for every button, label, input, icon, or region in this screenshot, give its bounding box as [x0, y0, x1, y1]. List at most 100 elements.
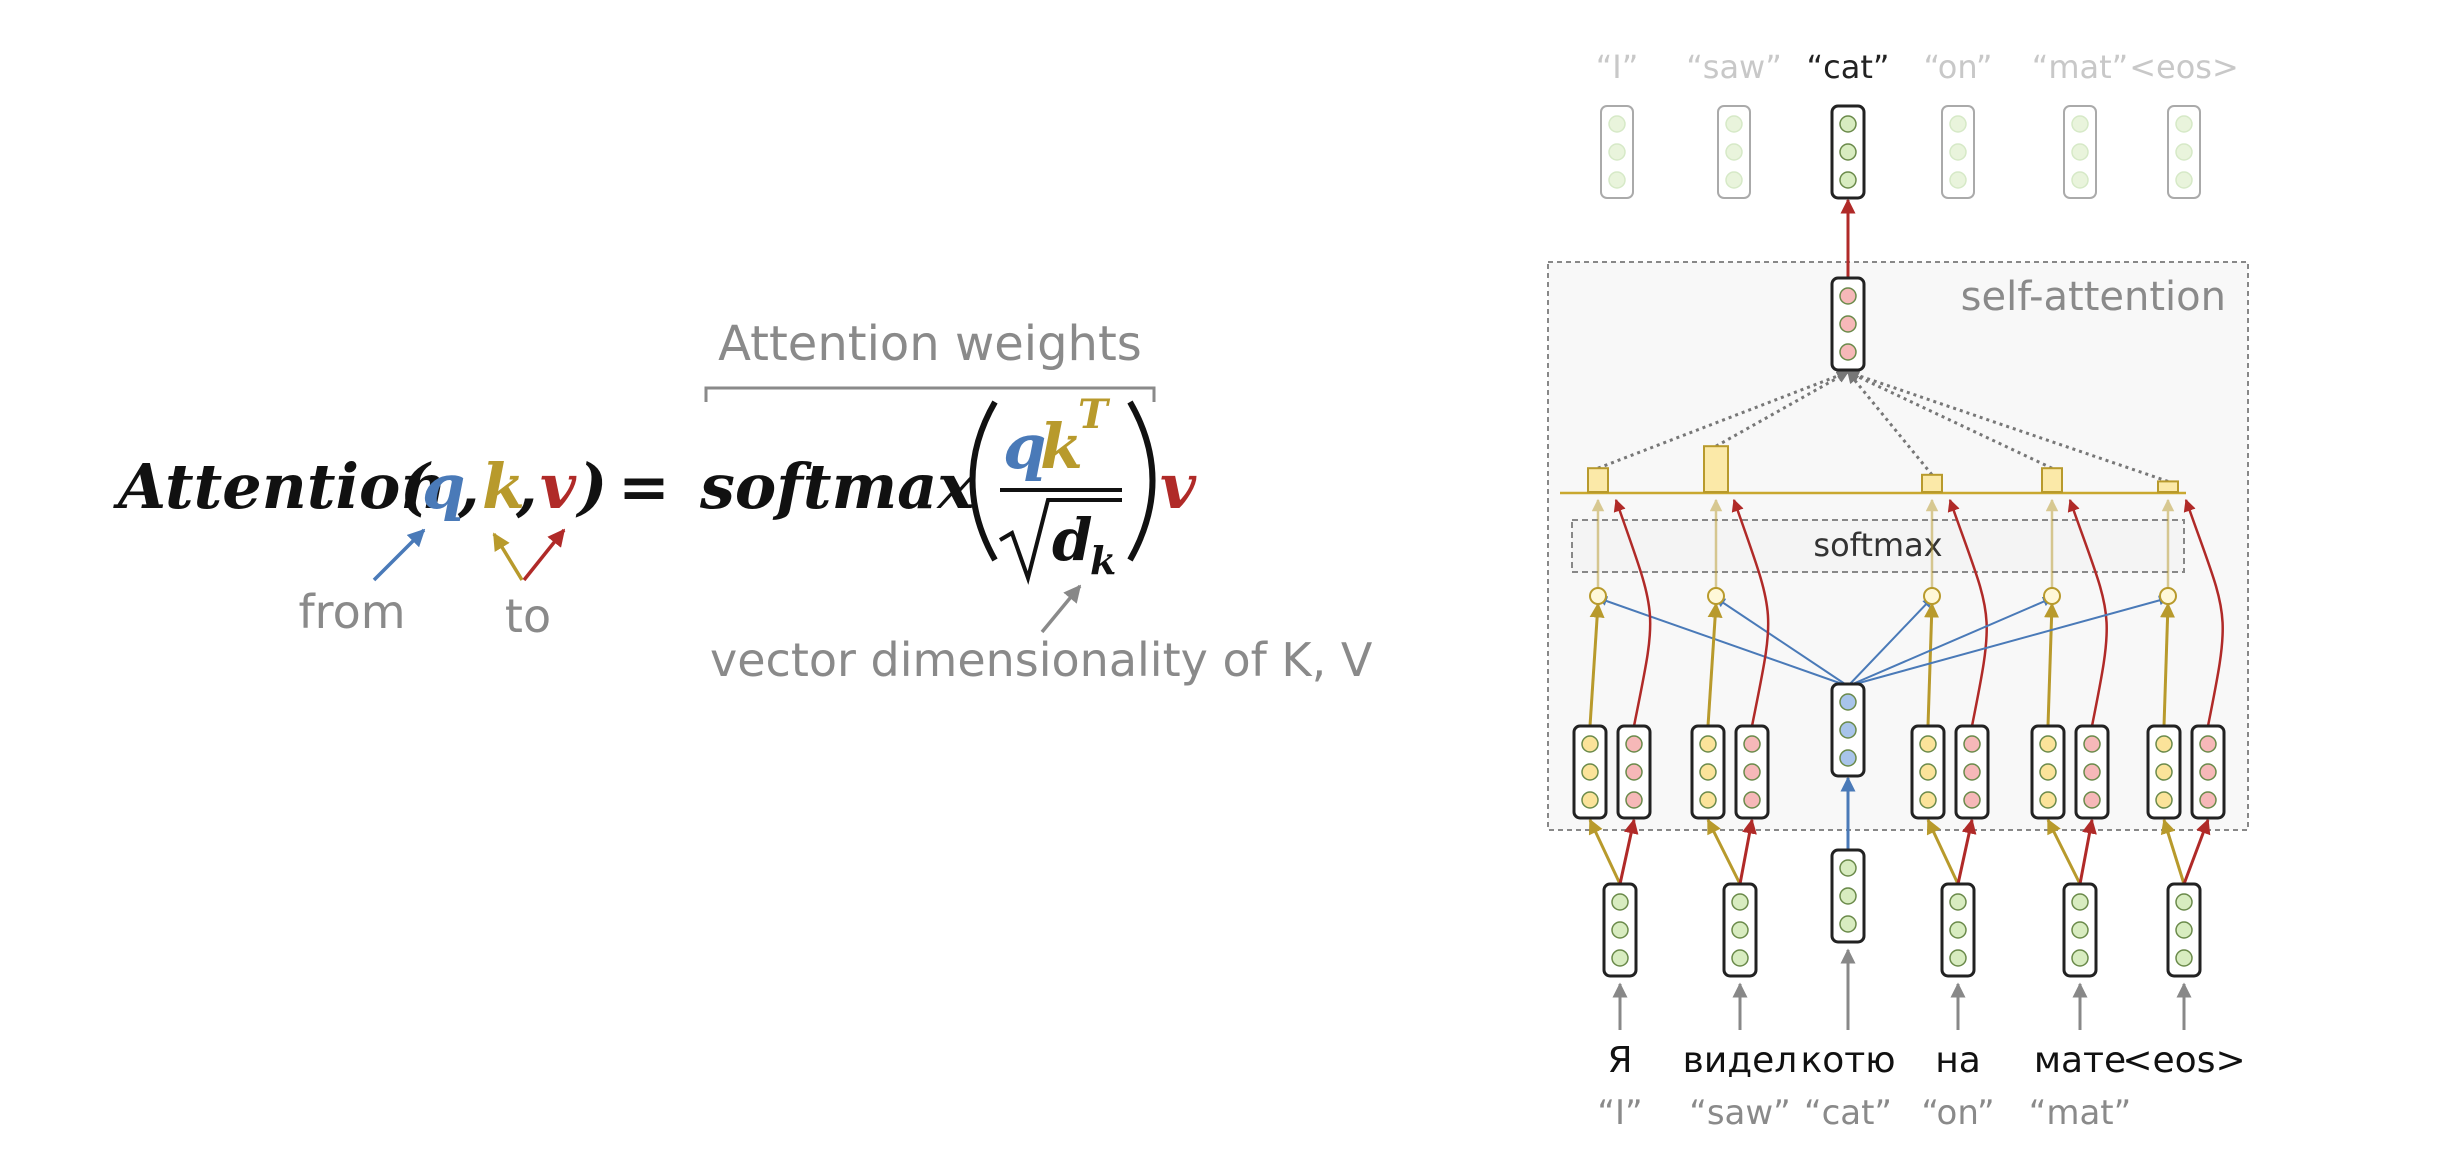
to-key-edge-4	[2046, 818, 2082, 885]
output-token-vector-5-cell	[2175, 143, 2193, 161]
value-vector-0-cell	[1625, 735, 1643, 753]
input-embedding-2-cell	[1839, 887, 1857, 905]
input-embedding-2-cell	[1839, 915, 1857, 933]
query-score-edge-1	[1715, 597, 1849, 687]
input-word-3: на	[1935, 1040, 1981, 1081]
output-token-vector-2	[1830, 104, 1866, 200]
dimensionality-arrow	[1040, 584, 1082, 634]
query-vector-cell	[1839, 721, 1857, 739]
key-vector-3	[1910, 724, 1946, 820]
value-edge-4	[2183, 498, 2224, 727]
attention-formula: Attention ( q , k , v ) = softmax q k T …	[113, 316, 1373, 687]
output-token-label-5: <eos>	[2129, 48, 2239, 86]
input-translation-4: “mat”	[2029, 1093, 2132, 1133]
query-score-edge-4	[1847, 595, 2169, 687]
value-vector-1-cell	[1743, 791, 1761, 809]
attention-weight-bar-4	[2157, 480, 2179, 493]
score-node-1	[1707, 587, 1725, 605]
value-vector-3	[1954, 724, 1990, 820]
output-token-vector-3-cell	[1949, 115, 1967, 133]
input-embedding-4-cell	[2071, 893, 2089, 911]
output-token-vector-5	[2167, 105, 2201, 199]
attention-weight-bar-3	[2041, 467, 2063, 494]
formula-comma-2: ,	[515, 450, 538, 523]
attention-weight-bar-0	[1587, 467, 1609, 494]
query-score-edge-0	[1597, 596, 1849, 687]
to-value-arrow	[522, 528, 566, 582]
score-node-4	[2159, 587, 2177, 605]
output-token-label-3: “on”	[1924, 48, 1993, 86]
input-translation-1: “saw”	[1689, 1093, 1791, 1133]
input-embedding-3-cell	[1949, 921, 1967, 939]
input-embedding-0-cell	[1611, 921, 1629, 939]
weight-to-output-edge-3	[1846, 370, 2053, 470]
formula-v: v	[540, 450, 577, 523]
input-embedding-5-cell	[2175, 921, 2193, 939]
input-embedding-5-cell	[2175, 893, 2193, 911]
key-vector-5-cell	[2155, 735, 2173, 753]
key-vector-3-cell	[1919, 735, 1937, 753]
input-embedding-4	[2062, 882, 2098, 978]
output-token-vector-0-cell	[1608, 143, 1626, 161]
input-word-0: Я	[1607, 1040, 1632, 1081]
output-token-vector-1-cell	[1725, 115, 1743, 133]
key-vector-0-cell	[1581, 791, 1599, 809]
input-embedding-3-cell	[1949, 893, 1967, 911]
formula-numerator-T: T	[1078, 391, 1111, 438]
input-embedding-2	[1830, 848, 1866, 944]
input-embedding-0	[1602, 882, 1638, 978]
self-attention-title: self-attention	[1961, 274, 2226, 320]
output-token-vector-3	[1941, 105, 1975, 199]
query-score-edge-2	[1847, 597, 1933, 687]
input-embedding-1-cell	[1731, 921, 1749, 939]
key-vector-0-cell	[1581, 763, 1599, 781]
from-label: from	[298, 585, 405, 639]
value-vector-0-cell	[1625, 791, 1643, 809]
weight-to-output-edge-0	[1597, 370, 1850, 470]
to-key-arrow	[492, 532, 524, 581]
output-token-vector-5-cell	[2175, 115, 2193, 133]
input-embedding-5-cell	[2175, 949, 2193, 967]
formula-open-paren: (	[400, 450, 432, 523]
value-vector-1-cell	[1743, 763, 1761, 781]
value-vector-5	[2190, 724, 2226, 820]
output-token-label-0: “I”	[1596, 48, 1639, 86]
value-vector-4-cell	[2083, 763, 2101, 781]
value-vector-4-cell	[2083, 791, 2101, 809]
key-score-edge-4	[2160, 602, 2176, 727]
key-vector-1-cell	[1699, 735, 1717, 753]
score-node-2	[1923, 587, 1941, 605]
key-vector-4	[2030, 724, 2066, 820]
key-vector-3-cell	[1919, 763, 1937, 781]
output-token-label-2: “cat”	[1807, 48, 1890, 86]
attention-weight-bar-2	[1921, 473, 1943, 493]
input-word-5: <eos>	[2122, 1040, 2245, 1081]
output-token-vector-4-cell	[2071, 143, 2089, 161]
output-vector-cell	[1839, 315, 1857, 333]
value-edge-3	[2067, 498, 2108, 727]
weight-to-output-edge-4	[1846, 369, 2169, 483]
key-vector-5-cell	[2155, 791, 2173, 809]
output-token-label-4: “mat”	[2032, 48, 2128, 86]
to-value-edge-5	[2182, 818, 2211, 885]
value-edge-1	[1731, 498, 1770, 727]
to-key-edge-5	[2160, 818, 2186, 885]
formula-numerator-q: q	[1003, 410, 1046, 483]
formula-q: q	[422, 450, 465, 523]
output-token-vector-1-cell	[1725, 171, 1743, 189]
input-embedding-1	[1722, 882, 1758, 978]
value-vector-3-cell	[1963, 735, 1981, 753]
key-vector-0-cell	[1581, 735, 1599, 753]
output-token-vector-5-cell	[2175, 171, 2193, 189]
input-word-2: котю	[1800, 1040, 1895, 1081]
attention-weights-label: Attention weights	[718, 316, 1142, 372]
value-vector-1	[1734, 724, 1770, 820]
formula-comma-1: ,	[457, 450, 480, 523]
output-vector-cell	[1839, 343, 1857, 361]
query-vector-cell	[1839, 693, 1857, 711]
output-token-label-1: “saw”	[1686, 48, 1782, 86]
query-score-edge-3	[1847, 596, 2053, 687]
weight-to-output-edge-2	[1846, 371, 1934, 476]
key-vector-3-cell	[1919, 791, 1937, 809]
formula-big-open-paren	[969, 400, 998, 562]
